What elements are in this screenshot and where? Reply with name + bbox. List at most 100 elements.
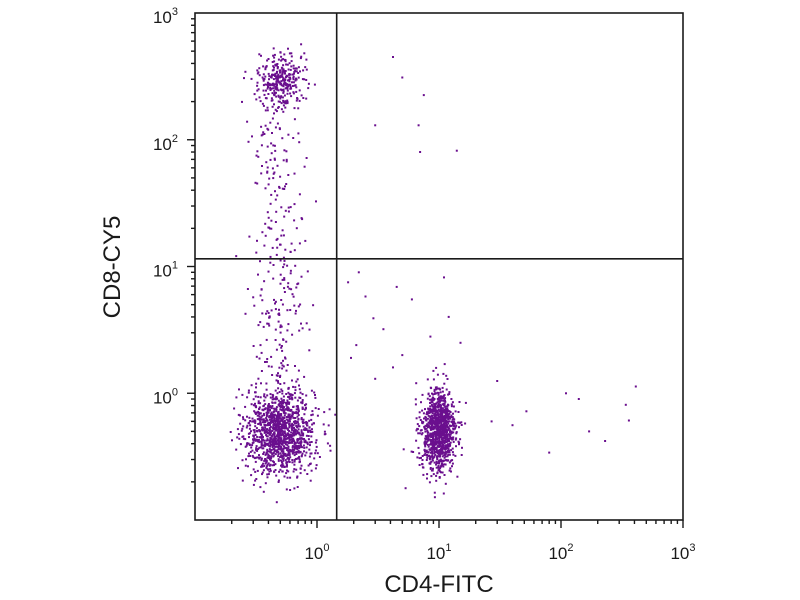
data-point — [414, 398, 417, 401]
data-point — [268, 324, 271, 327]
data-point — [447, 422, 450, 425]
data-point — [437, 441, 440, 444]
data-point — [455, 432, 458, 435]
data-point — [287, 133, 290, 136]
data-point — [426, 411, 428, 414]
data-point — [309, 452, 312, 455]
data-point — [269, 393, 272, 396]
data-point — [302, 444, 305, 447]
data-point — [305, 394, 308, 397]
data-point — [281, 71, 284, 74]
data-point — [300, 275, 303, 278]
data-point — [452, 440, 455, 443]
data-point — [266, 127, 269, 130]
data-point — [255, 98, 258, 101]
data-point — [295, 457, 298, 460]
data-point — [283, 417, 285, 419]
data-point — [274, 198, 277, 201]
data-point — [243, 77, 245, 80]
data-point — [266, 476, 269, 479]
data-point — [423, 425, 426, 428]
data-point — [256, 89, 259, 92]
data-point — [281, 364, 284, 367]
data-point — [289, 86, 292, 89]
data-point — [256, 469, 259, 472]
data-point — [293, 392, 296, 395]
data-point — [439, 433, 442, 436]
data-point — [268, 416, 271, 419]
data-point — [442, 451, 445, 454]
data-point — [297, 407, 300, 410]
data-point — [451, 451, 454, 454]
data-point — [274, 92, 277, 95]
data-point — [435, 462, 438, 464]
data-point — [295, 453, 298, 455]
data-point — [426, 477, 428, 480]
data-point — [273, 419, 275, 422]
data-point — [297, 76, 300, 79]
data-point — [432, 442, 435, 444]
data-point — [251, 444, 254, 447]
data-point — [315, 464, 318, 467]
data-point — [245, 426, 248, 429]
data-point — [287, 454, 290, 456]
data-point — [425, 419, 428, 422]
data-point — [291, 425, 293, 428]
data-point — [431, 440, 434, 443]
data-point — [275, 210, 278, 213]
data-point — [260, 382, 262, 385]
data-point — [315, 439, 318, 442]
data-point — [268, 78, 270, 81]
data-point — [268, 430, 271, 433]
data-point — [425, 451, 428, 454]
data-point — [299, 57, 302, 60]
data-point — [449, 441, 452, 444]
data-point — [256, 150, 259, 153]
data-point — [285, 404, 288, 407]
data-point — [257, 414, 260, 417]
data-point — [246, 443, 249, 445]
data-point — [280, 413, 283, 415]
data-point — [266, 428, 269, 431]
data-point — [265, 435, 268, 438]
data-point — [452, 412, 454, 415]
data-point — [277, 399, 280, 402]
data-point — [241, 459, 244, 462]
data-point — [261, 438, 264, 441]
data-point — [445, 422, 447, 425]
data-point — [446, 409, 449, 412]
data-point — [301, 434, 304, 437]
data-point — [435, 366, 438, 369]
data-point — [298, 425, 301, 428]
data-point — [267, 411, 270, 414]
data-point — [305, 97, 308, 100]
data-point — [250, 474, 253, 477]
data-point — [271, 401, 274, 404]
data-point — [281, 187, 284, 190]
data-point — [273, 440, 276, 443]
data-point — [248, 444, 251, 446]
data-point — [309, 479, 312, 482]
data-point — [264, 442, 267, 445]
data-point — [282, 68, 285, 71]
data-point — [275, 253, 278, 256]
data-point — [281, 448, 284, 451]
data-point — [260, 54, 262, 57]
data-point — [256, 456, 259, 459]
data-point — [301, 407, 304, 410]
data-point — [434, 407, 437, 410]
data-point — [297, 66, 300, 69]
data-point — [427, 411, 430, 413]
data-point — [306, 270, 309, 273]
data-point — [448, 434, 451, 437]
data-point — [297, 442, 300, 445]
data-point — [274, 328, 277, 331]
data-point — [435, 474, 438, 477]
data-point — [300, 429, 303, 432]
data-point — [261, 444, 263, 447]
data-point — [432, 397, 435, 400]
data-point — [323, 433, 326, 436]
data-point — [451, 416, 454, 419]
data-point — [436, 430, 438, 433]
data-point — [451, 421, 454, 424]
